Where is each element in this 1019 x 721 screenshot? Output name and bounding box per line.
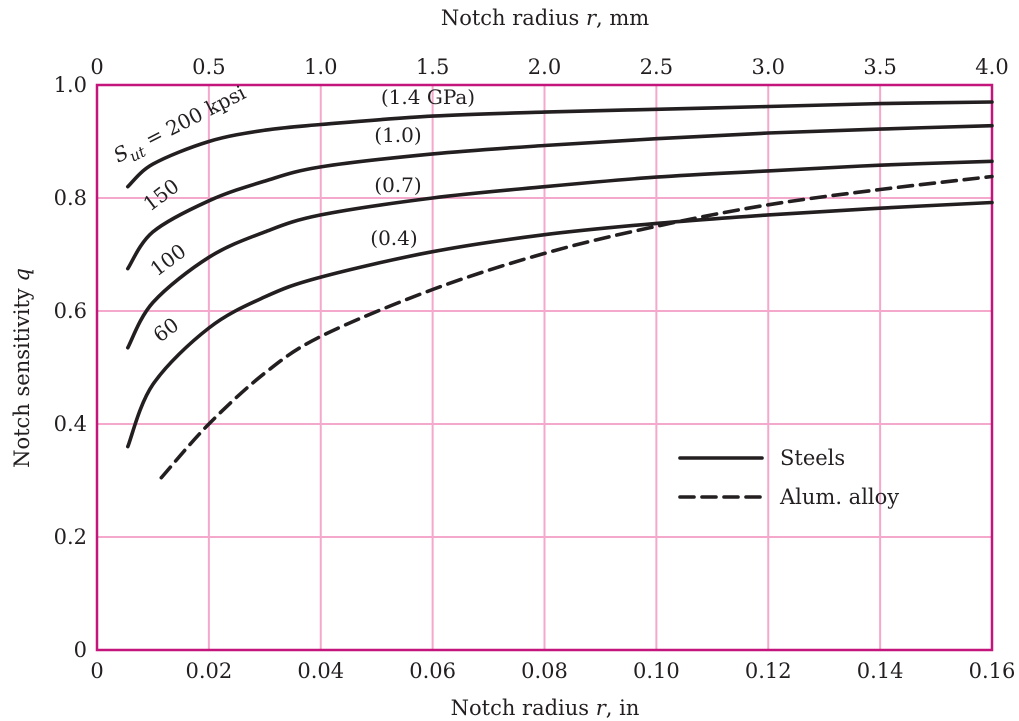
series-line-steel-0 (126, 100, 994, 189)
plot-frame (95, 83, 994, 652)
curve-annotation: (0.4) (370, 226, 417, 250)
x2-tick-label: 3.0 (752, 55, 785, 79)
x-tick-label: 0.08 (521, 659, 568, 683)
curve-annotation: (1.0) (374, 123, 421, 147)
series-line-steel-1 (126, 123, 994, 271)
legend-label: Steels (780, 446, 845, 470)
y-tick-label: 0.8 (54, 186, 87, 210)
x-tick-label: 0.04 (297, 659, 344, 683)
x2-tick-label: 3.5 (863, 55, 896, 79)
x-tick-label: 0.06 (409, 659, 456, 683)
x2-tick-label: 2.0 (528, 55, 561, 79)
series-line-steel-2 (126, 159, 994, 350)
top-axis-title: Notch radius r, mm (441, 6, 649, 30)
curve-annotation: 60 (149, 313, 184, 347)
curve-annotation: Sut = 200 kpsi (109, 80, 251, 172)
x-tick-label: 0.12 (745, 659, 792, 683)
grid-lines (97, 85, 992, 650)
x-tick-label: 0 (90, 659, 103, 683)
y-tick-label: 0 (74, 638, 87, 662)
bottom-axis-title: Notch radius r, in (451, 696, 640, 720)
curve-annotations: Sut = 200 kpsi (1.4 GPa)150(1.0)100(0.7)6… (109, 80, 475, 347)
bottom-axis-ticks: 0 0.02 0.04 0.06 0.08 0.10 0.12 0.14 0.16 (90, 659, 1015, 683)
y-tick-label: 0.4 (54, 412, 87, 436)
series-line-steel-3 (126, 200, 994, 449)
x-tick-label: 0.16 (969, 659, 1016, 683)
y-tick-label: 1.0 (54, 73, 87, 97)
x2-tick-label: 1.0 (304, 55, 337, 79)
x2-tick-label: 0 (90, 55, 103, 79)
curve-annotation: (0.7) (374, 173, 421, 197)
legend-label: Alum. alloy (779, 485, 899, 509)
series-lines (126, 100, 994, 480)
top-axis-ticks: 0 0.5 1.0 1.5 2.0 2.5 3.0 3.5 4.0 (90, 55, 1008, 79)
series-line-alum-alloy (159, 174, 994, 480)
x2-tick-label: 1.5 (416, 55, 449, 79)
x-tick-label: 0.10 (633, 659, 680, 683)
x-tick-label: 0.02 (185, 659, 232, 683)
y-tick-label: 0.2 (54, 525, 87, 549)
x-tick-label: 0.14 (857, 659, 904, 683)
curve-annotation: 150 (139, 174, 184, 216)
left-axis-title: Notch sensitivity q (10, 268, 34, 468)
x2-tick-label: 4.0 (975, 55, 1008, 79)
x2-tick-label: 0.5 (192, 55, 225, 79)
left-axis-ticks: 0 0.2 0.4 0.6 0.8 1.0 (54, 73, 87, 662)
curve-annotation: (1.4 GPa) (381, 85, 475, 109)
legend: Steels Alum. alloy (678, 446, 899, 509)
y-tick-label: 0.6 (54, 299, 87, 323)
x2-tick-label: 2.5 (640, 55, 673, 79)
